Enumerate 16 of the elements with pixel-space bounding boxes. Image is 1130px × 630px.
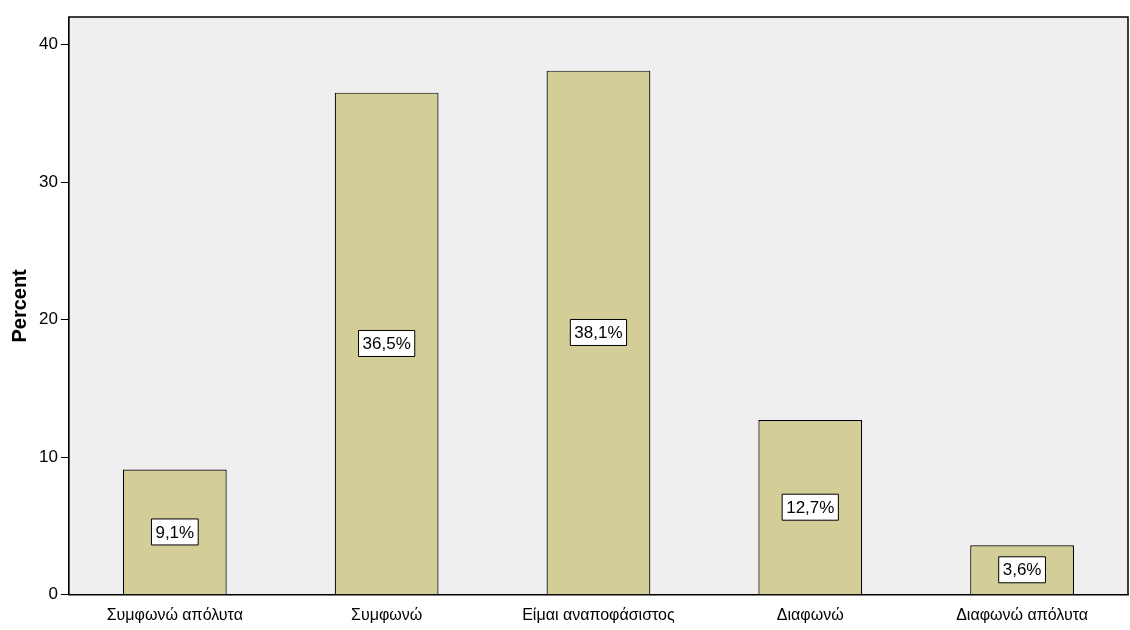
x-tick-label: Συμφωνώ απόλυτα (106, 605, 243, 623)
y-tick-label: 20 (38, 309, 58, 329)
y-tick-label: 0 (48, 584, 58, 604)
y-axis-title: Percent (7, 268, 30, 343)
data-label: 12,7% (786, 497, 835, 517)
data-label: 38,1% (574, 323, 623, 343)
y-tick-label: 40 (38, 34, 58, 54)
x-tick-label: Συμφωνώ (351, 605, 423, 623)
y-tick-label: 30 (38, 171, 58, 191)
x-tick-label: Διαφωνώ (776, 605, 844, 623)
x-tick-label: Διαφωνώ απόλυτα (956, 605, 1089, 623)
x-tick-label: Είμαι αναποφάσιστος (522, 605, 676, 623)
data-label: 36,5% (362, 334, 411, 354)
data-label: 9,1% (155, 522, 195, 542)
y-tick-label: 10 (38, 446, 58, 466)
data-label: 3,6% (1002, 560, 1042, 580)
